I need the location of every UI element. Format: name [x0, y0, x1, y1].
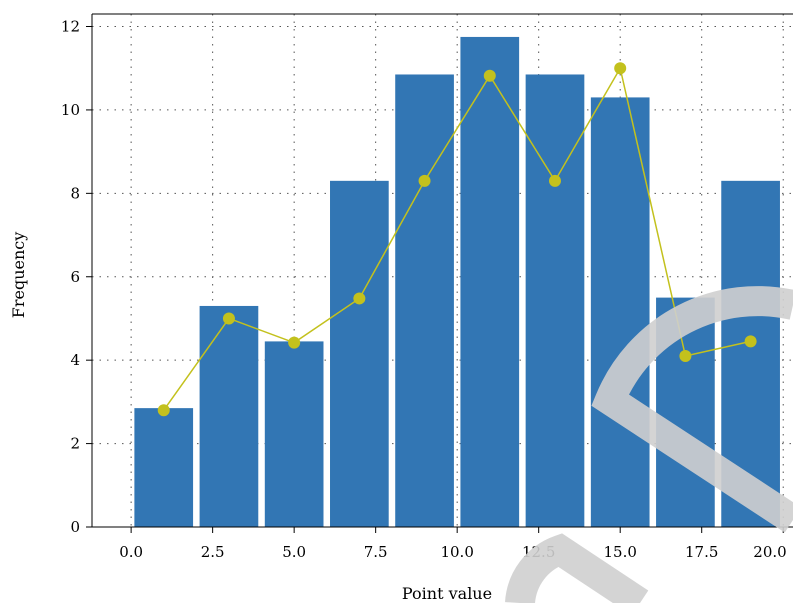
y-tick-label: 10 — [61, 101, 80, 119]
data-point — [222, 312, 235, 325]
bar — [460, 36, 520, 527]
data-point — [157, 404, 170, 417]
y-axis-title: Frequency — [9, 232, 28, 319]
watermark — [505, 286, 793, 603]
bar — [330, 180, 389, 527]
x-tick-label: 7.5 — [364, 543, 388, 561]
bar — [199, 305, 259, 527]
x-tick-label: 5.0 — [282, 543, 306, 561]
x-tick-label: 10.0 — [440, 543, 473, 561]
y-tick-label: 12 — [61, 18, 80, 36]
bars — [134, 36, 780, 527]
y-tick-label: 2 — [70, 435, 80, 453]
data-point — [614, 62, 627, 75]
frequency-line — [157, 62, 757, 417]
x-tick-label: 2.5 — [201, 543, 225, 561]
data-point — [353, 292, 366, 305]
bar — [525, 74, 585, 527]
y-tick-label: 4 — [70, 351, 80, 369]
bar — [395, 74, 454, 527]
data-point — [288, 336, 301, 349]
data-point — [418, 174, 431, 187]
y-tick-label: 0 — [70, 518, 80, 536]
x-axis-title: Point value — [402, 584, 492, 603]
x-tick-label: 20.0 — [753, 543, 786, 561]
x-tick-label: 0.0 — [119, 543, 143, 561]
data-point — [744, 335, 757, 348]
y-tick-label: 8 — [70, 184, 80, 202]
x-tick-label: 17.5 — [685, 543, 718, 561]
bar — [590, 97, 650, 527]
x-tick-label: 15.0 — [603, 543, 636, 561]
y-tick-label: 6 — [70, 268, 80, 286]
data-point — [483, 69, 496, 82]
bar — [134, 408, 194, 527]
data-point — [548, 174, 561, 187]
axes — [86, 13, 793, 533]
bar — [264, 341, 324, 527]
series-line — [163, 66, 751, 411]
data-point — [679, 350, 692, 362]
